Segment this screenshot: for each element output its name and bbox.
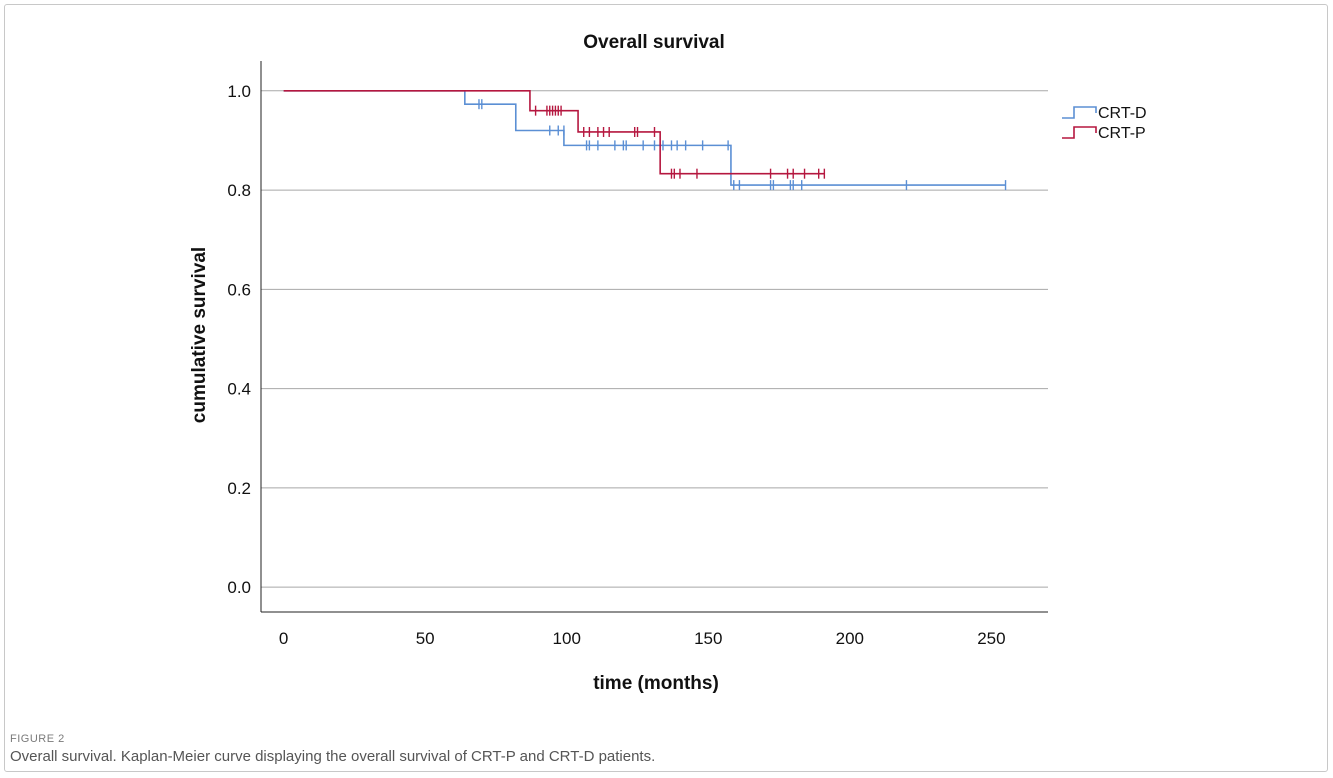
figure-frame bbox=[4, 4, 1328, 772]
x-axis-label: time (months) bbox=[593, 673, 719, 694]
y-tick-label: 1.0 bbox=[227, 82, 251, 101]
x-tick-label: 250 bbox=[977, 629, 1005, 648]
survival-curve-crt-d bbox=[283, 89, 1006, 186]
figure-label: FIGURE 2 bbox=[10, 733, 65, 745]
legend-label-crt-p: CRT-P bbox=[1098, 125, 1146, 142]
x-tick-label: 50 bbox=[416, 629, 435, 648]
censor-marks bbox=[478, 99, 1007, 191]
y-tick-label: 0.6 bbox=[227, 280, 251, 299]
survival-curves bbox=[283, 89, 1006, 186]
x-tick-label: 100 bbox=[553, 629, 581, 648]
axes bbox=[260, 61, 1048, 613]
survival-curve-crt-p bbox=[283, 89, 825, 175]
y-axis-label: cumulative survival bbox=[189, 247, 210, 423]
figure-caption-text: Overall survival. Kaplan-Meier curve dis… bbox=[10, 748, 656, 765]
y-tick-labels: 0.0 0.2 0.4 0.6 0.8 1.0 bbox=[227, 82, 251, 597]
legend-symbol-crt-d bbox=[1062, 106, 1097, 119]
y-tick-label: 0.2 bbox=[227, 479, 251, 498]
y-tick-label: 0.0 bbox=[227, 578, 251, 597]
chart-title: Overall survival bbox=[583, 32, 725, 53]
x-tick-label: 150 bbox=[694, 629, 722, 648]
gridlines bbox=[261, 90, 1048, 588]
x-tick-labels: 0 50 100 150 200 250 bbox=[279, 629, 1006, 648]
legend: CRT-D CRT-P bbox=[1062, 105, 1147, 142]
legend-label-crt-d: CRT-D bbox=[1098, 105, 1147, 122]
x-tick-label: 0 bbox=[279, 629, 288, 648]
figure-caption: FIGURE 2 Overall survival. Kaplan-Meier … bbox=[10, 733, 655, 765]
x-tick-label: 200 bbox=[836, 629, 864, 648]
legend-symbol-crt-p bbox=[1062, 126, 1097, 139]
y-tick-label: 0.4 bbox=[227, 380, 251, 399]
y-tick-label: 0.8 bbox=[227, 181, 251, 200]
